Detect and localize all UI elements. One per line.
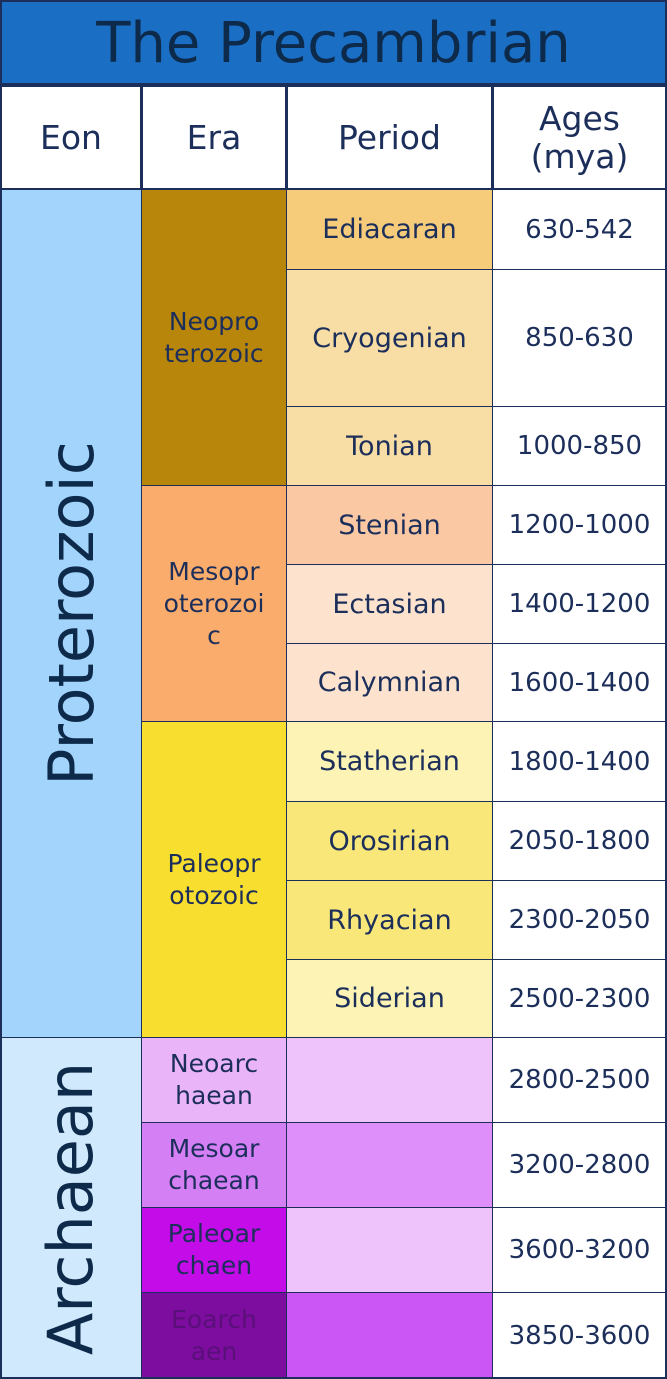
era-eoarchaean: Eoarch aen (141, 1292, 287, 1379)
eon-label: Proterozoic (34, 441, 108, 786)
era-label-line: haean (175, 1081, 253, 1110)
age-cryogenian: 850-630 (492, 269, 667, 407)
era-label-line: oterozoi (163, 588, 265, 618)
period-mesoarchaean-blank (286, 1122, 493, 1208)
page-title: The Precambrian (0, 0, 667, 85)
age-siderian: 2500-2300 (492, 959, 667, 1038)
period-ectasian: Ectasian (286, 564, 493, 644)
period-orosirian: Orosirian (286, 801, 493, 881)
era-label-line: Mesoar (168, 1134, 260, 1163)
era-paleoproterozoic: Paleopr otozoic (141, 721, 287, 1038)
age-calymnian: 1600-1400 (492, 643, 667, 722)
age-paleoarchaean: 3600-3200 (492, 1207, 667, 1293)
period-eoarchaean-blank (286, 1292, 493, 1379)
header-eon: Eon (0, 85, 142, 190)
header-ages-line1: Ages (538, 98, 621, 138)
era-label-line: Neopro (168, 306, 260, 336)
era-label-line: Eoarch (171, 1304, 257, 1334)
era-label-line: c (207, 620, 221, 650)
eon-archaean: Archaean (0, 1037, 142, 1379)
period-stenian: Stenian (286, 485, 493, 565)
period-ediacaran: Ediacaran (286, 189, 493, 270)
eon-label: Archaean (34, 1061, 108, 1355)
age-eoarchaean: 3850-3600 (492, 1292, 667, 1379)
era-neoproterozoic: Neopro terozoic (141, 189, 287, 486)
era-label-line: aen (190, 1336, 238, 1366)
age-orosirian: 2050-1800 (492, 801, 667, 881)
era-mesoproterozoic: Mesopr oterozoi c (141, 485, 287, 722)
age-mesoarchaean: 3200-2800 (492, 1122, 667, 1208)
era-label-line: Paleopr (167, 848, 261, 878)
era-neoarchaean: Neoarc haean (141, 1037, 287, 1123)
period-siderian: Siderian (286, 959, 493, 1038)
era-label-line: terozoic (164, 338, 264, 368)
era-paleoarchaean: Paleoar chaen (141, 1207, 287, 1293)
age-tonian: 1000-850 (492, 406, 667, 486)
age-neoarchaean: 2800-2500 (492, 1037, 667, 1123)
era-label-line: Paleoar (167, 1219, 261, 1248)
age-ediacaran: 630-542 (492, 189, 667, 270)
era-label-line: Mesopr (168, 556, 260, 586)
age-stenian: 1200-1000 (492, 485, 667, 565)
era-label-line: Neoarc (169, 1049, 259, 1078)
era-label-line: otozoic (169, 880, 259, 910)
age-rhyacian: 2300-2050 (492, 880, 667, 960)
era-label-line: chaean (168, 1166, 260, 1195)
header-period: Period (286, 85, 493, 190)
age-ectasian: 1400-1200 (492, 564, 667, 644)
period-tonian: Tonian (286, 406, 493, 486)
header-era: Era (141, 85, 287, 190)
period-rhyacian: Rhyacian (286, 880, 493, 960)
period-paleoarchaean-blank (286, 1207, 493, 1293)
age-statherian: 1800-1400 (492, 721, 667, 802)
header-ages: Ages (mya) (492, 85, 667, 190)
eon-proterozoic: Proterozoic (0, 189, 142, 1038)
era-mesoarchaean: Mesoar chaean (141, 1122, 287, 1208)
era-label-line: chaen (175, 1251, 253, 1280)
period-neoarchaean-blank (286, 1037, 493, 1123)
period-calymnian: Calymnian (286, 643, 493, 722)
header-ages-line2: (mya) (530, 136, 629, 176)
period-cryogenian: Cryogenian (286, 269, 493, 407)
period-statherian: Statherian (286, 721, 493, 802)
